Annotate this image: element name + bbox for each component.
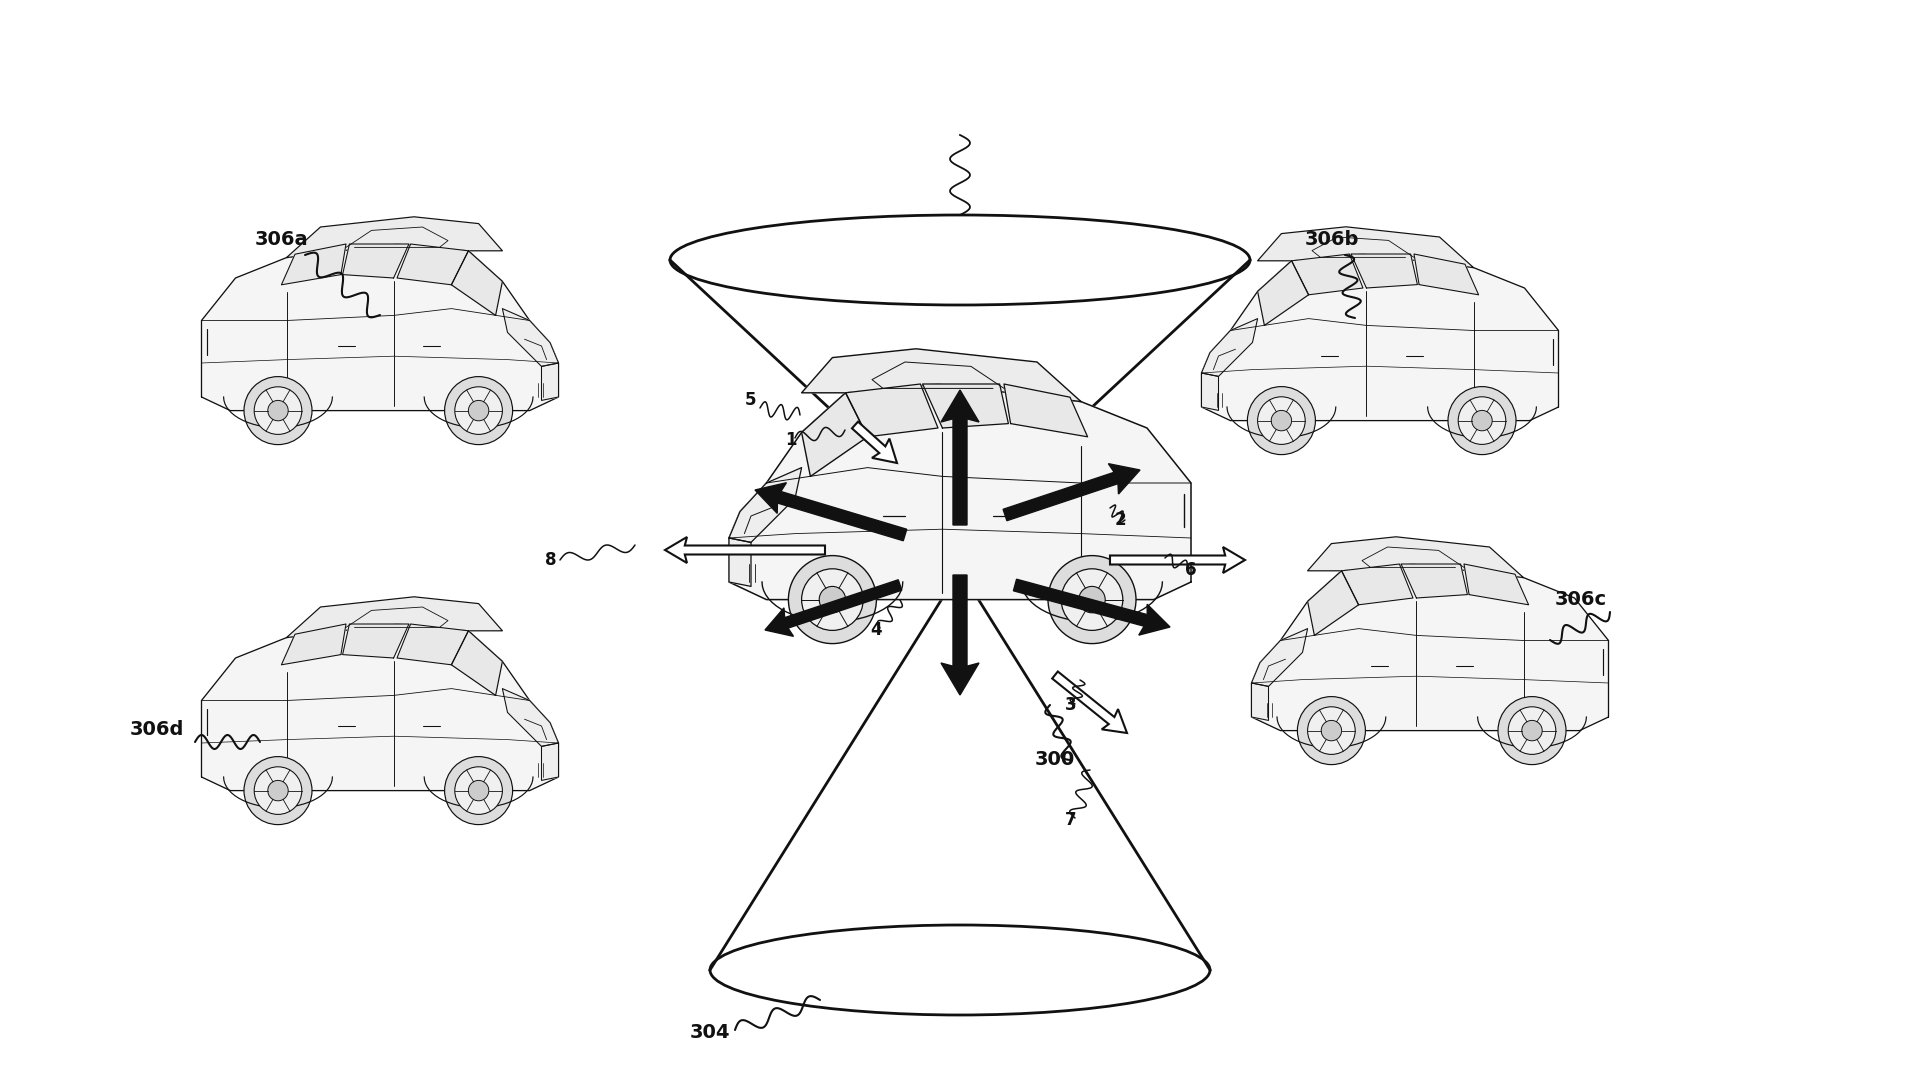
Circle shape <box>1258 396 1306 444</box>
Circle shape <box>1523 720 1542 741</box>
Circle shape <box>468 401 490 421</box>
Text: 306b: 306b <box>1306 230 1359 249</box>
Text: 6: 6 <box>1185 561 1196 579</box>
Polygon shape <box>342 244 409 278</box>
Circle shape <box>1457 396 1505 444</box>
Polygon shape <box>845 384 939 436</box>
Text: 8: 8 <box>545 551 557 569</box>
Circle shape <box>1473 410 1492 431</box>
Polygon shape <box>503 309 559 366</box>
Polygon shape <box>1292 254 1363 295</box>
Polygon shape <box>1308 537 1523 578</box>
Polygon shape <box>342 624 409 658</box>
Circle shape <box>1321 720 1342 741</box>
Text: 306d: 306d <box>131 720 184 739</box>
Circle shape <box>455 767 503 814</box>
Polygon shape <box>541 743 559 781</box>
Circle shape <box>1062 569 1123 631</box>
Polygon shape <box>1004 384 1087 436</box>
Polygon shape <box>730 384 1190 599</box>
Polygon shape <box>503 689 559 746</box>
Text: 300: 300 <box>1035 750 1075 769</box>
Circle shape <box>445 757 513 825</box>
FancyArrow shape <box>1052 672 1127 733</box>
Polygon shape <box>282 244 346 285</box>
Polygon shape <box>1402 564 1467 598</box>
FancyArrow shape <box>664 537 826 563</box>
Polygon shape <box>1252 629 1308 687</box>
Circle shape <box>1509 706 1555 755</box>
Polygon shape <box>1352 254 1417 288</box>
Polygon shape <box>202 624 559 791</box>
FancyArrow shape <box>764 580 902 636</box>
Polygon shape <box>397 624 468 665</box>
Polygon shape <box>1202 373 1219 410</box>
Circle shape <box>1248 387 1315 455</box>
Circle shape <box>1271 410 1292 431</box>
Polygon shape <box>451 631 503 696</box>
Polygon shape <box>397 244 468 285</box>
Polygon shape <box>286 217 503 258</box>
Circle shape <box>455 387 503 434</box>
Polygon shape <box>1463 564 1528 605</box>
Circle shape <box>244 757 313 825</box>
FancyArrow shape <box>1002 463 1140 521</box>
Circle shape <box>789 555 876 644</box>
FancyArrow shape <box>941 575 979 696</box>
Text: 306c: 306c <box>1555 590 1607 609</box>
Circle shape <box>1308 706 1356 755</box>
Polygon shape <box>730 538 751 586</box>
Text: 5: 5 <box>745 391 756 409</box>
Polygon shape <box>1413 254 1478 295</box>
Circle shape <box>267 401 288 421</box>
Text: 7: 7 <box>1066 811 1077 829</box>
Circle shape <box>267 781 288 800</box>
Circle shape <box>253 387 301 434</box>
FancyArrow shape <box>941 390 979 525</box>
Circle shape <box>1079 586 1106 612</box>
Text: 2: 2 <box>1116 511 1127 529</box>
Polygon shape <box>1202 254 1559 420</box>
Polygon shape <box>451 251 503 315</box>
FancyArrow shape <box>1014 579 1169 635</box>
Text: 304: 304 <box>689 1023 730 1042</box>
Polygon shape <box>282 624 346 665</box>
Polygon shape <box>803 349 1081 402</box>
Circle shape <box>445 377 513 445</box>
Circle shape <box>1498 697 1567 765</box>
Text: 1: 1 <box>785 431 797 449</box>
Circle shape <box>1298 697 1365 765</box>
Polygon shape <box>541 363 559 401</box>
Text: 306a: 306a <box>255 230 309 249</box>
Circle shape <box>244 377 313 445</box>
Text: 4: 4 <box>870 621 881 639</box>
Circle shape <box>1448 387 1517 455</box>
Polygon shape <box>1202 319 1258 377</box>
Circle shape <box>1048 555 1137 644</box>
Polygon shape <box>1308 571 1359 635</box>
Polygon shape <box>1252 683 1269 720</box>
Circle shape <box>253 767 301 814</box>
Polygon shape <box>1258 260 1309 325</box>
Polygon shape <box>803 393 868 476</box>
Polygon shape <box>202 244 559 410</box>
FancyArrow shape <box>852 421 897 463</box>
FancyArrow shape <box>1110 546 1244 573</box>
Circle shape <box>468 781 490 800</box>
Polygon shape <box>1252 564 1609 730</box>
Text: 3: 3 <box>1066 696 1077 714</box>
Polygon shape <box>286 597 503 637</box>
Polygon shape <box>924 384 1008 428</box>
Polygon shape <box>1342 564 1413 605</box>
Circle shape <box>803 569 864 631</box>
Polygon shape <box>1258 227 1473 268</box>
Polygon shape <box>730 468 803 542</box>
Circle shape <box>820 586 845 612</box>
FancyArrow shape <box>755 483 906 541</box>
